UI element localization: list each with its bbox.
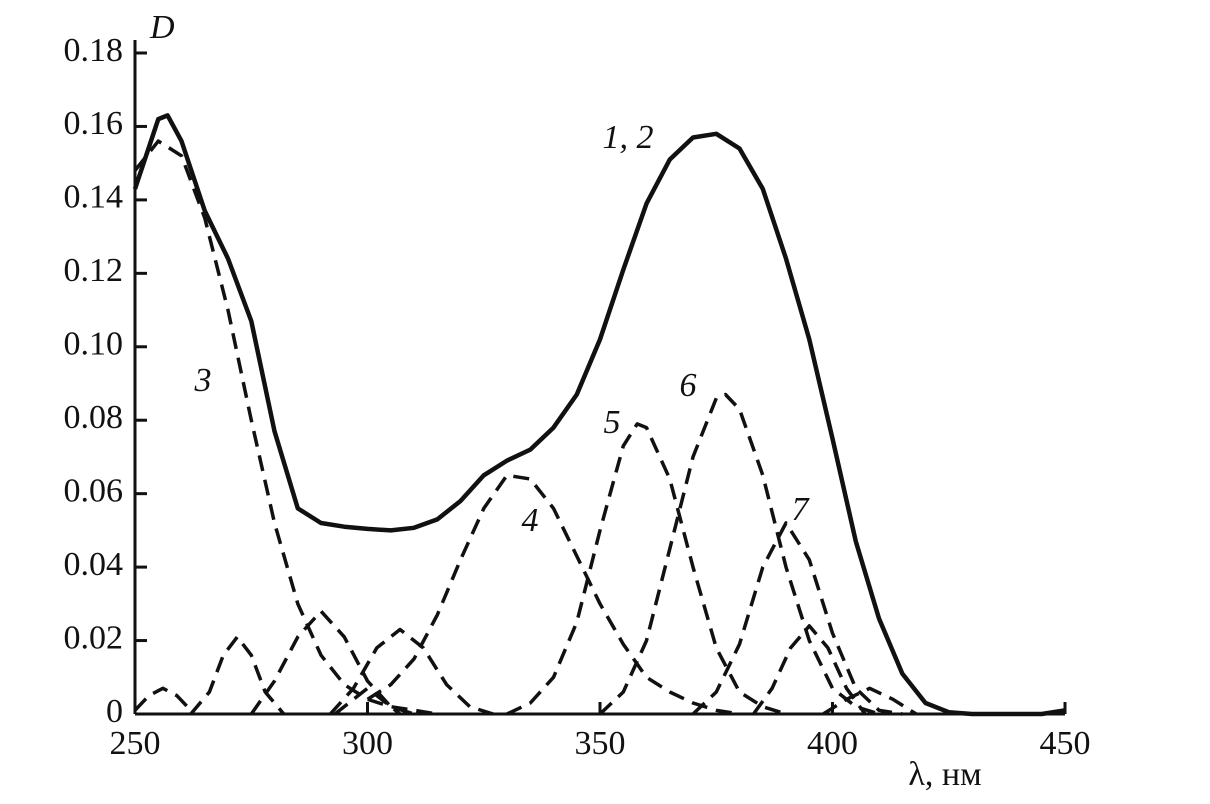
y-tick-label: 0.06 (64, 472, 124, 509)
y-tick-label: 0.16 (64, 105, 124, 142)
curve-label: 3 (194, 362, 212, 399)
component-curve (366, 473, 740, 716)
y-tick-label: 0.08 (64, 399, 124, 436)
curve-label: 6 (680, 367, 697, 404)
y-tick-label: 0.02 (64, 619, 124, 656)
component-curve (822, 686, 918, 716)
x-axis-label: λ, нм (908, 756, 981, 793)
component-curve (133, 139, 438, 716)
x-tick-label: 300 (342, 725, 393, 762)
component-curve (691, 521, 903, 716)
x-tick-label: 250 (110, 725, 161, 762)
curve-label: 5 (604, 404, 621, 441)
x-tick-label: 350 (575, 725, 626, 762)
component-curve (133, 686, 193, 712)
y-tick-label: 0 (106, 693, 123, 730)
y-axis-label: D (149, 9, 175, 46)
curve-label: 1, 2 (603, 119, 654, 156)
y-tick-label: 0.04 (64, 546, 124, 583)
component-curve (752, 624, 867, 716)
spectrum-curve (132, 113, 1066, 717)
x-tick-label: 400 (807, 725, 858, 762)
component-curve (506, 422, 787, 716)
component-curve (598, 392, 880, 716)
component-curve (333, 686, 402, 716)
y-tick-label: 0.18 (64, 32, 124, 69)
y-tick-label: 0.10 (64, 326, 124, 363)
component-curve (329, 627, 494, 716)
y-tick-label: 0.12 (64, 252, 124, 289)
x-tick-label: 450 (1040, 725, 1091, 762)
curve-label: 4 (522, 502, 539, 539)
curve-label: 7 (792, 491, 811, 528)
y-tick-label: 0.14 (64, 179, 124, 216)
